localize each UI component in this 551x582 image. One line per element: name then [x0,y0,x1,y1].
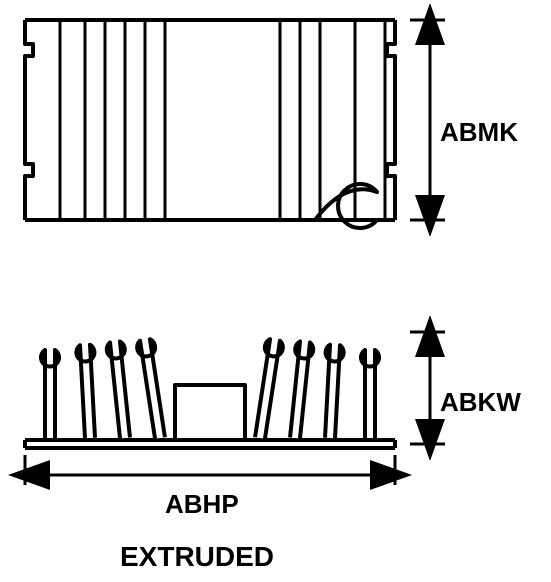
diagram-container: ABMK ABKW ABHP EXTRUDED [0,0,551,582]
label-abhp: ABHP [165,489,239,520]
heatsink-diagram [0,0,551,582]
label-abkw: ABKW [440,387,521,418]
label-abmk: ABMK [440,117,518,148]
diagram-title: EXTRUDED [120,541,274,573]
